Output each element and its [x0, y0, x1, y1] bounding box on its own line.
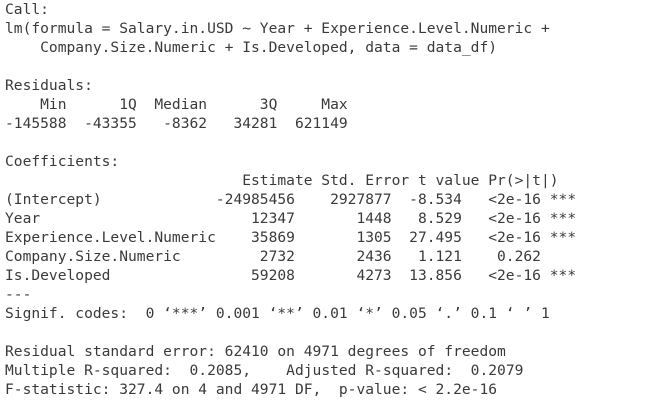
- residual-standard-error: Residual standard error: 62410 on 4971 d…: [5, 343, 506, 360]
- call-header: Call:: [5, 1, 49, 18]
- f-statistic-line: F-statistic: 327.4 on 4 and 4971 DF, p-v…: [5, 381, 498, 398]
- coefficient-row-intercept: (Intercept) -24985456 2927877 -8.534 <2e…: [5, 191, 577, 208]
- blank-line: [5, 133, 666, 152]
- residuals-quantile-labels: Min 1Q Median 3Q Max: [5, 96, 357, 113]
- coefficient-row-year: Year 12347 1448 8.529 <2e-16 ***: [5, 210, 577, 227]
- residuals-header: Residuals:: [5, 77, 93, 94]
- r-squared-line: Multiple R-squared: 0.2085, Adjusted R-s…: [5, 362, 533, 379]
- separator-line: ---: [5, 286, 32, 303]
- blank-line: [5, 323, 666, 342]
- call-formula-line-1: lm(formula = Salary.in.USD ~ Year + Expe…: [5, 20, 550, 37]
- call-formula-line-2: Company.Size.Numeric + Is.Developed, dat…: [5, 39, 498, 56]
- residuals-quantile-values: -145588 -43355 -8362 34281 621149: [5, 115, 357, 132]
- coefficient-row-company-size: Company.Size.Numeric 2732 2436 1.121 0.2…: [5, 248, 577, 265]
- coefficient-row-experience: Experience.Level.Numeric 35869 1305 27.4…: [5, 229, 577, 246]
- signif-codes-legend: Signif. codes: 0 ‘***’ 0.001 ‘**’ 0.01 ‘…: [5, 305, 550, 322]
- coefficients-header: Coefficients:: [5, 153, 120, 170]
- blank-line: [5, 57, 666, 76]
- coefficients-column-headers: Estimate Std. Error t value Pr(>|t|): [5, 172, 594, 189]
- coefficient-row-is-developed: Is.Developed 59208 4273 13.856 <2e-16 **…: [5, 267, 577, 284]
